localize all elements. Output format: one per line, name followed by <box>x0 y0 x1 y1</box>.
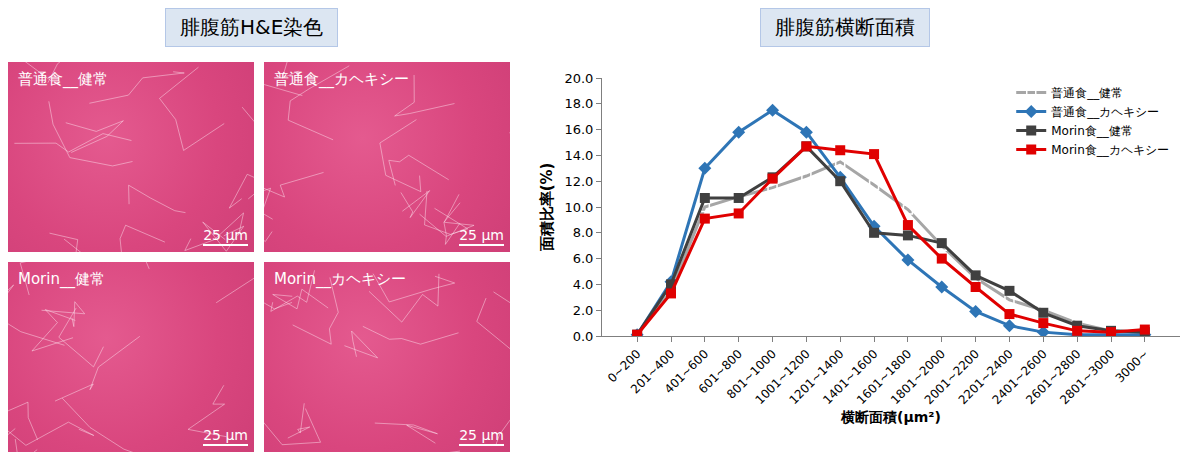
svg-text:普通食__健常: 普通食__健常 <box>1051 86 1123 100</box>
svg-text:面積比率(%): 面積比率(%) <box>538 163 556 253</box>
svg-text:20.0: 20.0 <box>564 71 593 86</box>
html-text:Morin__カヘキシー: Morin__カヘキシー <box>274 270 406 288</box>
svg-text:16.0: 16.0 <box>564 122 593 137</box>
svg-text:401~600: 401~600 <box>662 347 711 396</box>
svg-text:14.0: 14.0 <box>564 148 593 163</box>
svg-text:1201~1400: 1201~1400 <box>786 347 846 407</box>
svg-text:8.0: 8.0 <box>573 225 594 240</box>
html-text:普通食__カヘキシー: 普通食__カヘキシー <box>274 70 409 88</box>
svg-text:2601~2800: 2601~2800 <box>1023 347 1083 407</box>
html-text:腓腹筋横断面積: 腓腹筋横断面積 <box>775 15 915 39</box>
svg-text:2001~2200: 2001~2200 <box>922 347 982 407</box>
svg-text:Morin食__カヘキシー: Morin食__カヘキシー <box>1051 143 1169 157</box>
svg-text:2401~2600: 2401~2600 <box>989 347 1049 407</box>
html-text:普通食__健常: 普通食__健常 <box>18 70 108 88</box>
svg-text:6.0: 6.0 <box>573 251 594 266</box>
svg-text:横断面積(µm²): 横断面積(µm²) <box>840 409 941 425</box>
svg-text:1001~1200: 1001~1200 <box>753 347 813 407</box>
svg-text:2801~3000: 2801~3000 <box>1057 347 1117 407</box>
html-text:25 µm: 25 µm <box>459 227 504 243</box>
svg-text:0~200: 0~200 <box>605 347 644 386</box>
html-text:腓腹筋H&E染色: 腓腹筋H&E染色 <box>180 15 324 39</box>
svg-text:801~1000: 801~1000 <box>724 347 779 402</box>
html-text:25 µm: 25 µm <box>459 427 504 443</box>
svg-text:Morin食__健常: Morin食__健常 <box>1051 124 1133 138</box>
svg-text:普通食__カヘキシー: 普通食__カヘキシー <box>1051 105 1159 119</box>
svg-text:12.0: 12.0 <box>564 174 593 189</box>
svg-text:18.0: 18.0 <box>564 96 593 111</box>
html-text:25 µm: 25 µm <box>203 427 248 443</box>
svg-text:1801~2000: 1801~2000 <box>888 347 948 407</box>
svg-text:2201~2400: 2201~2400 <box>956 347 1016 407</box>
svg-text:201~400: 201~400 <box>628 347 677 396</box>
svg-text:0.0: 0.0 <box>573 329 594 344</box>
svg-text:10.0: 10.0 <box>564 200 593 215</box>
svg-text:3000~: 3000~ <box>1113 347 1152 386</box>
html-text:Morin__健常: Morin__健常 <box>18 270 105 288</box>
svg-text:1601~1800: 1601~1800 <box>854 347 914 407</box>
svg-text:601~800: 601~800 <box>696 347 745 396</box>
html-text:25 µm: 25 µm <box>203 227 248 243</box>
svg-text:1401~1600: 1401~1600 <box>820 347 880 407</box>
svg-text:2.0: 2.0 <box>573 303 594 318</box>
svg-text:4.0: 4.0 <box>573 277 594 292</box>
